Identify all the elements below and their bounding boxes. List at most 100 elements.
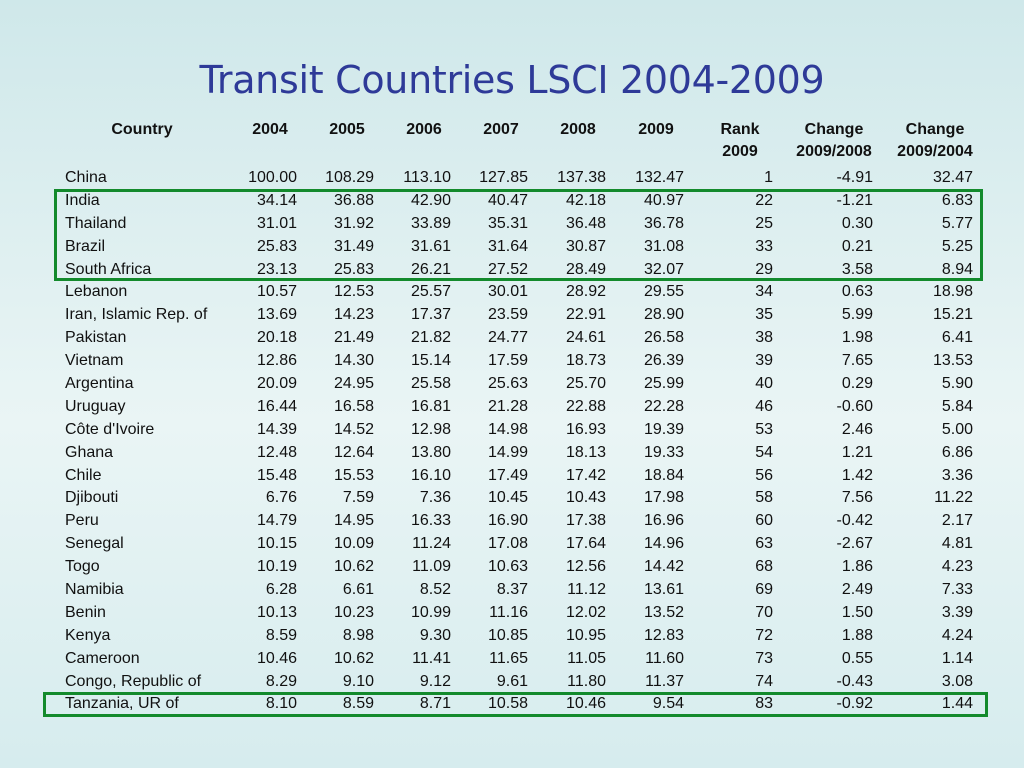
table-body: China 100.00 108.29 113.10 127.85 137.38 132.4… [0,167,1024,716]
cell-2008: 22.91 [565,306,606,324]
cell-2008: 11.12 [567,581,606,599]
cell-change-2009-2004: 1.14 [941,649,973,667]
country-cell: South Africa [65,260,152,278]
header-2009: 2009 [638,121,674,138]
cell-2009: 29.55 [643,283,684,301]
cell-change-2009-2004: 3.36 [941,466,973,484]
cell-2006: 33.89 [410,214,451,232]
cell-change-2009-2004: 13.53 [932,352,973,370]
cell-2005: 21.49 [333,329,374,347]
cell-2006: 13.80 [410,443,451,461]
cell-2005: 14.30 [333,352,374,370]
cell-change-2009-2004: 18.98 [932,283,973,301]
table-row: Tanzania, UR of 8.10 8.59 8.71 10.58 10.46 9.5… [0,693,1024,716]
cell-change-2009-2004: 3.08 [941,672,973,690]
cell-2004: 8.59 [265,626,297,644]
country-cell: Ghana [65,443,114,461]
country-cell: Peru [65,512,99,530]
cell-2006: 11.09 [412,558,451,576]
table-row: Vietnam 12.86 14.30 15.14 17.59 18.73 26.39 39 7… [0,350,1024,373]
cell-change-2009-2008: -1.21 [836,191,873,209]
cell-2004: 10.15 [256,535,297,553]
cell-2006: 7.36 [419,489,451,507]
country-cell: Senegal [65,535,124,553]
cell-2009: 36.78 [643,214,684,232]
cell-change-2009-2008: 2.49 [841,581,873,599]
cell-2005: 24.95 [333,375,374,393]
cell-2006: 11.41 [412,649,451,667]
cell-change-2009-2008: 1.42 [841,466,873,484]
country-cell: Côte d'Ivoire [65,420,155,438]
cell-2004: 23.13 [256,260,297,278]
cell-2007: 9.61 [496,672,528,690]
cell-2009: 11.60 [645,649,684,667]
cell-2008: 36.48 [565,214,606,232]
cell-change-2009-2004: 15.21 [932,306,973,324]
cell-change-2009-2008: 1.98 [841,329,873,347]
cell-2008: 18.73 [565,352,606,370]
cell-change-2009-2004: 11.22 [934,489,973,507]
cell-rank-2009: 53 [755,420,773,438]
cell-rank-2009: 22 [755,191,773,209]
cell-change-2009-2008: 2.46 [841,420,873,438]
cell-2005: 10.09 [333,535,374,553]
cell-2008: 10.43 [565,489,606,507]
table-row: Benin 10.13 10.23 10.99 11.16 12.02 13.52 70 1.5… [0,602,1024,625]
cell-change-2009-2008: 0.55 [841,649,873,667]
cell-2005: 6.61 [342,581,374,599]
country-cell: Congo, Republic of [65,672,202,690]
cell-2007: 8.37 [496,581,528,599]
cell-2004: 8.29 [265,672,297,690]
cell-change-2009-2008: -0.42 [836,512,873,530]
header-change2-line2: 2009/2004 [897,143,973,160]
cell-2007: 14.99 [487,443,528,461]
cell-2008: 42.18 [565,191,606,209]
cell-2005: 14.52 [333,420,374,438]
cell-2004: 8.10 [265,695,297,713]
table-row: Thailand 31.01 31.92 33.89 35.31 36.48 36.78 25… [0,213,1024,236]
cell-2004: 13.69 [256,306,297,324]
cell-2009: 26.39 [643,352,684,370]
cell-2006: 21.82 [410,329,451,347]
cell-2005: 8.98 [342,626,374,644]
cell-rank-2009: 74 [755,672,773,690]
cell-change-2009-2004: 3.39 [941,603,973,621]
cell-2008: 17.42 [565,466,606,484]
cell-2008: 12.56 [565,558,606,576]
cell-rank-2009: 35 [755,306,773,324]
table-row: Chile 15.48 15.53 16.10 17.49 17.42 18.84 56 1.4… [0,465,1024,488]
cell-rank-2009: 33 [755,237,773,255]
cell-change-2009-2004: 2.17 [941,512,973,530]
cell-2006: 9.12 [419,672,451,690]
cell-2008: 17.38 [565,512,606,530]
cell-2005: 15.53 [333,466,374,484]
table-row: South Africa 23.13 25.83 26.21 27.52 28.49 32.… [0,259,1024,282]
cell-2007: 10.45 [487,489,528,507]
cell-2004: 10.19 [256,558,297,576]
cell-change-2009-2004: 1.44 [941,695,973,713]
cell-change-2009-2008: -0.60 [836,397,873,415]
country-cell: Lebanon [65,283,128,301]
cell-2009: 13.61 [643,581,684,599]
cell-2004: 10.13 [256,603,297,621]
cell-2005: 10.62 [333,649,374,667]
cell-2008: 11.80 [567,672,606,690]
cell-2006: 17.37 [410,306,451,324]
cell-2006: 16.33 [410,512,451,530]
cell-2008: 24.61 [565,329,606,347]
table-row: India 34.14 36.88 42.90 40.47 42.18 40.97 22 -1.… [0,190,1024,213]
cell-change-2009-2008: 3.58 [841,260,873,278]
cell-2004: 10.57 [256,283,297,301]
cell-2004: 6.28 [265,581,297,599]
cell-2006: 25.58 [410,375,451,393]
cell-2005: 9.10 [342,672,374,690]
cell-2009: 19.39 [643,420,684,438]
cell-change-2009-2004: 4.24 [941,626,973,644]
country-cell: India [65,191,100,209]
cell-rank-2009: 83 [755,695,773,713]
country-cell: Vietnam [65,352,124,370]
cell-rank-2009: 69 [755,581,773,599]
cell-2004: 14.79 [256,512,297,530]
cell-rank-2009: 1 [764,169,773,186]
cell-2004: 12.86 [256,352,297,370]
